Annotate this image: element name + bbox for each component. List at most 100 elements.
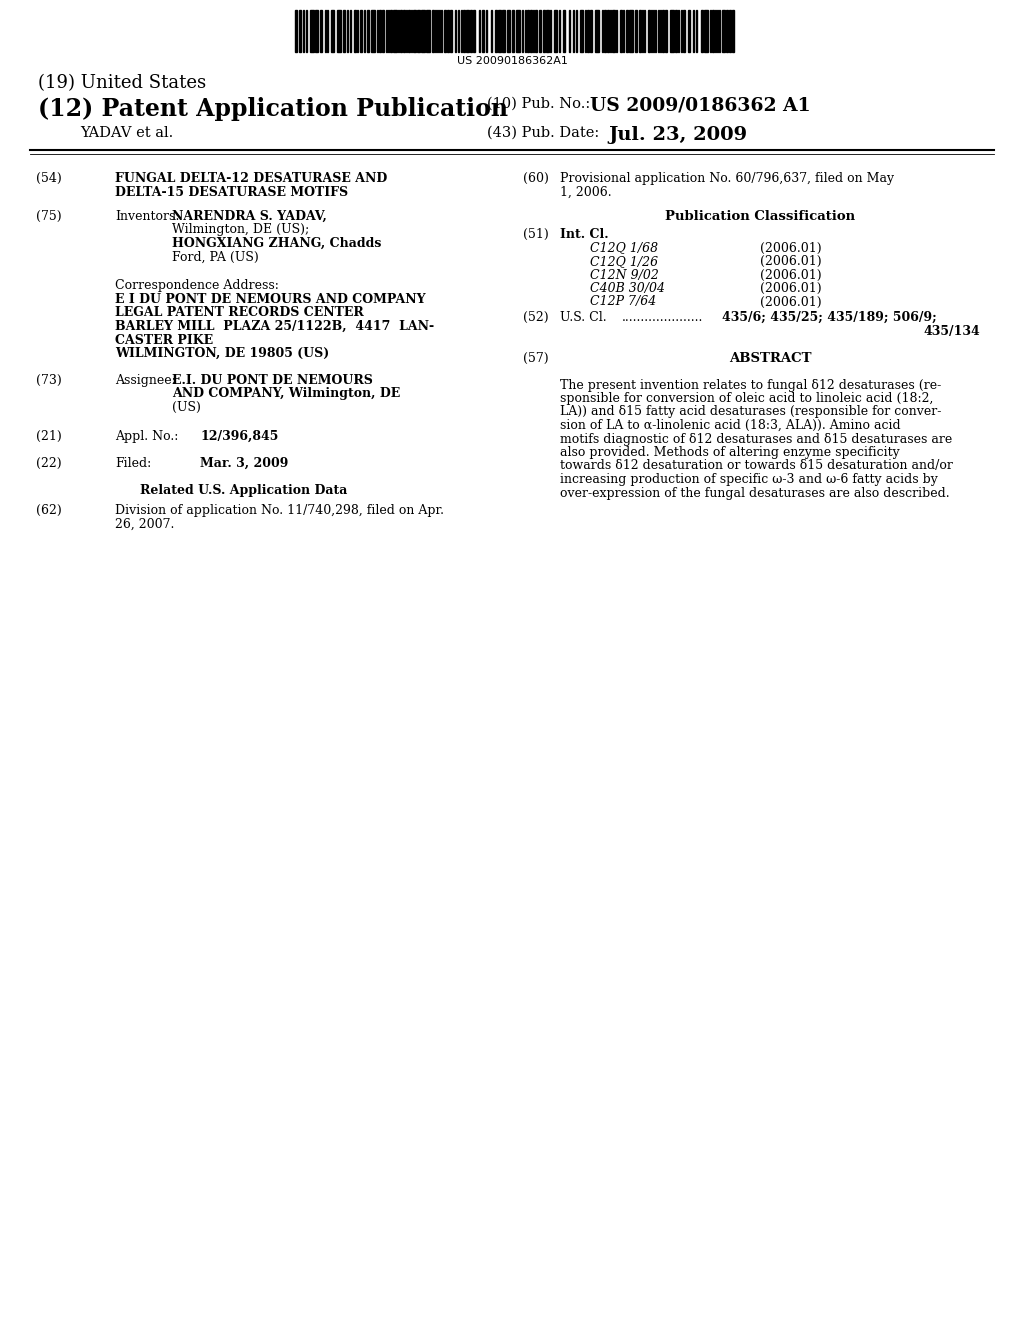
Text: (2006.01): (2006.01) — [760, 242, 821, 255]
Bar — [635, 11, 637, 51]
Bar — [662, 11, 664, 51]
Text: Assignee:: Assignee: — [115, 374, 176, 387]
Bar — [539, 11, 541, 51]
Bar — [705, 11, 708, 51]
Bar — [299, 11, 301, 51]
Bar — [426, 11, 430, 51]
Bar — [354, 11, 356, 51]
Bar — [626, 11, 628, 51]
Bar — [590, 11, 592, 51]
Text: (60): (60) — [523, 172, 549, 185]
Bar — [516, 11, 520, 51]
Text: NARENDRA S. YADAV,: NARENDRA S. YADAV, — [172, 210, 327, 223]
Bar — [315, 11, 318, 51]
Bar — [447, 11, 449, 51]
Text: HONGXIANG ZHANG, Chadds: HONGXIANG ZHANG, Chadds — [172, 238, 381, 249]
Bar — [670, 11, 674, 51]
Bar — [527, 11, 529, 51]
Bar — [683, 11, 685, 51]
Bar — [665, 11, 667, 51]
Bar — [379, 11, 381, 51]
Text: Int. Cl.: Int. Cl. — [560, 228, 608, 242]
Bar — [463, 11, 465, 51]
Bar — [604, 11, 606, 51]
Text: (51): (51) — [523, 228, 549, 242]
Text: CASTER PIKE: CASTER PIKE — [115, 334, 213, 346]
Bar — [722, 11, 725, 51]
Bar — [563, 11, 565, 51]
Text: C40B 30/04: C40B 30/04 — [590, 282, 665, 294]
Text: Publication Classification: Publication Classification — [665, 210, 855, 223]
Bar — [648, 11, 650, 51]
Text: over-expression of the fungal desaturases are also described.: over-expression of the fungal desaturase… — [560, 487, 949, 499]
Text: C12N 9/02: C12N 9/02 — [590, 268, 658, 281]
Text: Ford, PA (US): Ford, PA (US) — [172, 251, 259, 264]
Bar — [444, 11, 446, 51]
Bar — [535, 11, 537, 51]
Bar — [470, 11, 472, 51]
Text: LA)) and δ15 fatty acid desaturases (responsible for conver-: LA)) and δ15 fatty acid desaturases (res… — [560, 405, 941, 418]
Text: US 2009/0186362 A1: US 2009/0186362 A1 — [590, 96, 811, 115]
Bar — [512, 11, 514, 51]
Bar — [554, 11, 557, 51]
Bar — [688, 11, 690, 51]
Text: sion of LA to α-linolenic acid (18:3, ALA)). Amino acid: sion of LA to α-linolenic acid (18:3, AL… — [560, 418, 901, 432]
Text: E.I. DU PONT DE NEMOURS: E.I. DU PONT DE NEMOURS — [172, 374, 373, 387]
Bar — [408, 11, 410, 51]
Text: (54): (54) — [36, 172, 61, 185]
Bar — [413, 11, 416, 51]
Bar — [502, 11, 505, 51]
Bar — [726, 11, 728, 51]
Bar — [629, 11, 633, 51]
Bar — [432, 11, 434, 51]
Text: ABSTRACT: ABSTRACT — [729, 351, 811, 364]
Bar — [331, 11, 334, 51]
Text: The present invention relates to fungal δ12 desaturases (re-: The present invention relates to fungal … — [560, 379, 941, 392]
Bar — [421, 11, 425, 51]
Bar — [382, 11, 384, 51]
Text: E I DU PONT DE NEMOURS AND COMPANY: E I DU PONT DE NEMOURS AND COMPANY — [115, 293, 426, 306]
Bar — [400, 11, 402, 51]
Bar — [607, 11, 609, 51]
Bar — [403, 11, 406, 51]
Text: C12Q 1/68: C12Q 1/68 — [590, 242, 658, 255]
Bar — [371, 11, 375, 51]
Bar — [587, 11, 589, 51]
Bar — [390, 11, 392, 51]
Text: YADAV et al.: YADAV et al. — [80, 125, 173, 140]
Text: sponsible for conversion of oleic acid to linoleic acid (18:2,: sponsible for conversion of oleic acid t… — [560, 392, 933, 405]
Text: (2006.01): (2006.01) — [760, 268, 821, 281]
Text: Related U.S. Application Data: Related U.S. Application Data — [140, 484, 347, 498]
Text: (57): (57) — [523, 351, 549, 364]
Bar — [473, 11, 475, 51]
Text: (43) Pub. Date:: (43) Pub. Date: — [487, 125, 599, 140]
Bar — [612, 11, 615, 51]
Text: (2006.01): (2006.01) — [760, 282, 821, 294]
Bar — [639, 11, 641, 51]
Text: FUNGAL DELTA-12 DESATURASE AND: FUNGAL DELTA-12 DESATURASE AND — [115, 172, 387, 185]
Text: Division of application No. 11/740,298, filed on Apr.: Division of application No. 11/740,298, … — [115, 504, 444, 517]
Text: BARLEY MILL  PLAZA 25/1122B,  4417  LAN-: BARLEY MILL PLAZA 25/1122B, 4417 LAN- — [115, 319, 434, 333]
Bar — [543, 11, 545, 51]
Bar — [701, 11, 703, 51]
Text: towards δ12 desaturation or towards δ15 desaturation and/or: towards δ12 desaturation or towards δ15 … — [560, 459, 953, 473]
Bar — [729, 11, 731, 51]
Text: (19) United States: (19) United States — [38, 74, 206, 92]
Text: (21): (21) — [36, 430, 61, 444]
Bar — [620, 11, 622, 51]
Bar — [675, 11, 677, 51]
Bar — [343, 11, 345, 51]
Bar — [595, 11, 599, 51]
Text: (US): (US) — [172, 401, 201, 414]
Text: WILMINGTON, DE 19805 (US): WILMINGTON, DE 19805 (US) — [115, 347, 330, 360]
Bar — [482, 11, 484, 51]
Text: also provided. Methods of altering enzyme specificity: also provided. Methods of altering enzym… — [560, 446, 900, 459]
Bar — [295, 11, 297, 51]
Bar — [712, 11, 714, 51]
Text: C12P 7/64: C12P 7/64 — [590, 296, 656, 309]
Text: US 20090186362A1: US 20090186362A1 — [457, 55, 567, 66]
Text: (73): (73) — [36, 374, 61, 387]
Text: Appl. No.:: Appl. No.: — [115, 430, 178, 444]
Bar — [360, 11, 362, 51]
Bar — [310, 11, 314, 51]
